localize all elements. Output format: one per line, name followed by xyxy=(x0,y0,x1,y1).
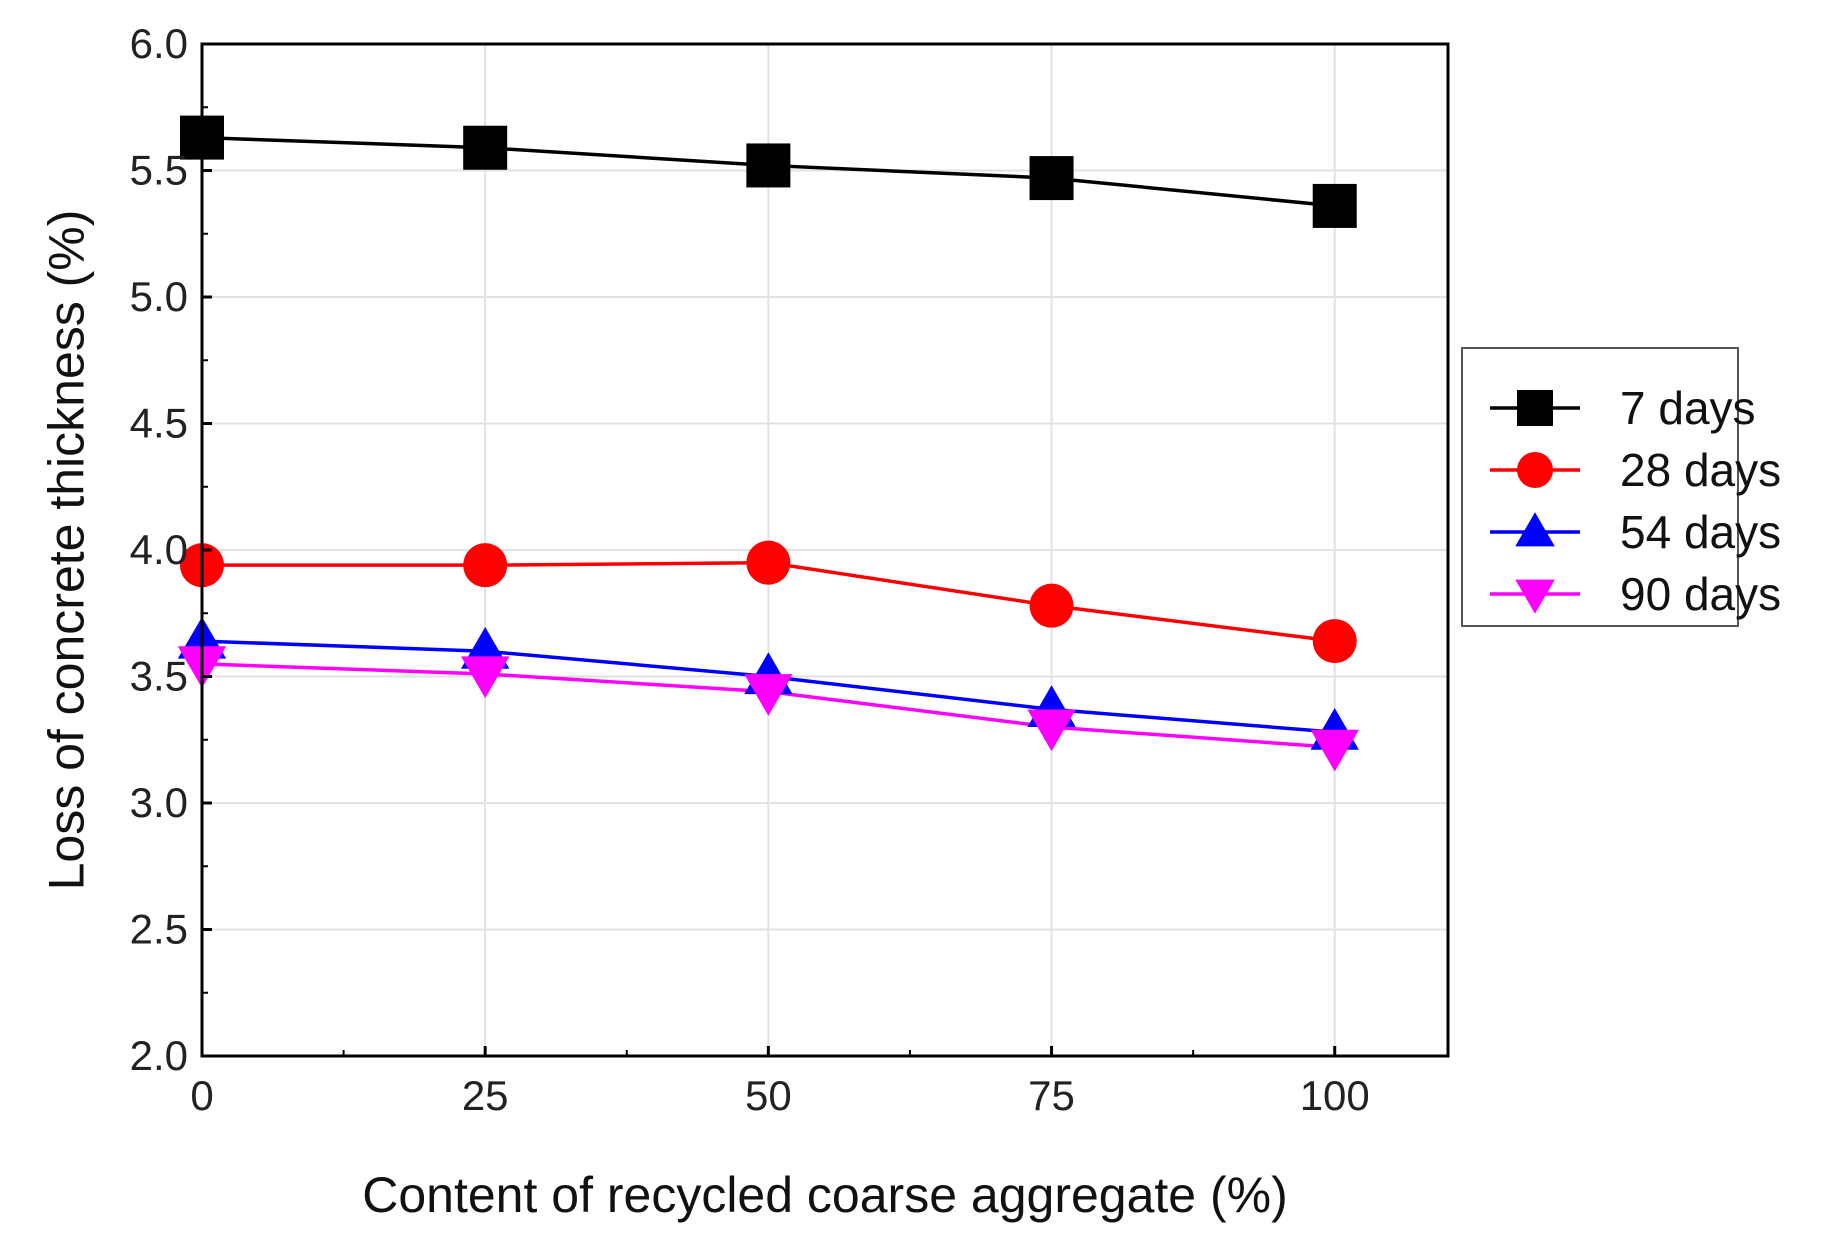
grid xyxy=(201,43,1448,1057)
data-point-90-days xyxy=(460,656,510,699)
x-axis-title: Content of recycled coarse aggregate (%) xyxy=(362,1167,1288,1223)
data-point-90-days xyxy=(1027,709,1076,752)
data-point-7-days xyxy=(746,143,791,188)
x-tick-label: 75 xyxy=(1028,1072,1075,1119)
y-tick-label: 5.0 xyxy=(130,273,188,320)
data-point-90-days xyxy=(744,674,793,716)
y-tick-label: 4.0 xyxy=(130,526,188,573)
data-point-28-days xyxy=(463,543,508,588)
y-tick-label: 6.0 xyxy=(130,20,188,67)
data-point-28-days xyxy=(1029,583,1074,628)
data-point-28-days xyxy=(746,540,791,585)
y-axis-title: Loss of concrete thickness (%) xyxy=(39,210,95,891)
legend-marker xyxy=(1515,512,1555,547)
y-tick-label: 5.5 xyxy=(130,147,188,194)
tick-labels: 2.0 2.5 3.0 3.5 4.0 4.5 5.0 5.5 6.0 0 25 50 75 100 xyxy=(130,20,1370,1119)
x-tick-label: 0 xyxy=(190,1072,213,1119)
legend-label: 7 days xyxy=(1620,382,1756,434)
x-tick-label: 100 xyxy=(1300,1072,1370,1119)
x-tick-label: 50 xyxy=(745,1072,792,1119)
data-point-7-days xyxy=(1029,156,1074,201)
legend-label: 54 days xyxy=(1620,506,1781,558)
series-markers xyxy=(177,115,1359,772)
data-point-7-days xyxy=(1312,183,1357,228)
y-tick-label: 3.0 xyxy=(130,779,188,826)
x-tick-label: 25 xyxy=(462,1072,509,1119)
legend-box xyxy=(1461,347,1739,627)
legend-marker xyxy=(1515,579,1555,614)
y-tick-label: 3.5 xyxy=(130,653,188,700)
legend-label: 28 days xyxy=(1620,444,1781,496)
data-point-7-days xyxy=(463,125,508,170)
legend: 7 days 28 days 54 days 90 days xyxy=(1461,347,1781,627)
y-tick-label: 2.0 xyxy=(130,1032,188,1079)
data-point-90-days xyxy=(1310,729,1359,772)
legend-marker xyxy=(1517,390,1553,426)
legend-marker xyxy=(1517,452,1553,488)
y-tick-label: 2.5 xyxy=(130,906,188,953)
axis-ticks xyxy=(200,42,1337,1058)
y-tick-label: 4.5 xyxy=(130,400,188,447)
legend-label: 90 days xyxy=(1620,568,1781,620)
data-point-28-days xyxy=(1312,619,1357,664)
